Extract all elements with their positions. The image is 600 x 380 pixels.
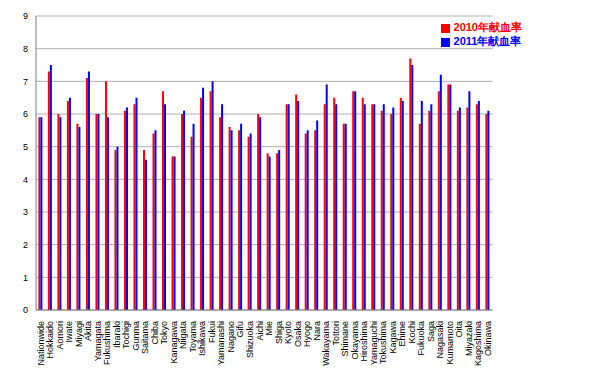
svg-text:4: 4 [23, 175, 28, 185]
svg-text:Toyama: Toyama [188, 321, 198, 353]
svg-text:Shiga: Shiga [274, 321, 284, 344]
svg-text:Osaka: Osaka [293, 321, 303, 347]
svg-text:Nagasaki: Nagasaki [435, 321, 445, 359]
svg-text:Kochi: Kochi [407, 321, 417, 344]
svg-text:1: 1 [23, 273, 28, 283]
svg-text:Fukushima: Fukushima [102, 321, 112, 365]
svg-text:Okinawa: Okinawa [483, 321, 493, 356]
svg-text:Ishikawa: Ishikawa [197, 321, 207, 356]
svg-text:Nagano: Nagano [226, 321, 236, 353]
svg-text:Tottori: Tottori [331, 321, 341, 346]
svg-text:Iwate: Iwate [64, 321, 74, 343]
svg-text:Shimane: Shimane [340, 321, 350, 357]
svg-text:Tochigi: Tochigi [121, 321, 131, 349]
svg-text:Tokyo: Tokyo [159, 321, 169, 345]
svg-text:Kumamoto: Kumamoto [445, 321, 455, 365]
svg-text:Kyoto: Kyoto [283, 321, 293, 344]
svg-text:0: 0 [23, 305, 28, 315]
svg-text:Chiba: Chiba [150, 321, 160, 345]
svg-text:8: 8 [23, 44, 28, 54]
svg-text:Saitama: Saitama [140, 321, 150, 354]
svg-text:Kagawa: Kagawa [388, 321, 398, 354]
svg-text:9: 9 [23, 11, 28, 21]
svg-text:Akita: Akita [83, 321, 93, 341]
svg-text:6: 6 [23, 109, 28, 119]
svg-text:Nationwide: Nationwide [36, 321, 46, 366]
svg-text:Aichi: Aichi [255, 321, 265, 341]
svg-text:Ibaraki: Ibaraki [112, 321, 122, 348]
svg-text:Hokkaido: Hokkaido [45, 321, 55, 359]
svg-text:Shizuoka: Shizuoka [245, 321, 255, 358]
svg-text:Fukui: Fukui [207, 321, 217, 343]
svg-text:Kagoshima: Kagoshima [473, 321, 483, 366]
svg-text:Hiroshima: Hiroshima [359, 321, 369, 362]
svg-text:Miyazaki: Miyazaki [464, 321, 474, 356]
svg-text:Fukuoka: Fukuoka [416, 321, 426, 356]
svg-text:Nara: Nara [312, 321, 322, 341]
svg-text:Okayama: Okayama [350, 321, 360, 360]
html-text:2010年献血率: 2010年献血率 [453, 21, 522, 33]
svg-text:Niigata: Niigata [178, 321, 188, 349]
svg-text:Yamanashi: Yamanashi [216, 321, 226, 365]
svg-text:Hyogo: Hyogo [302, 321, 312, 347]
svg-text:7: 7 [23, 77, 28, 87]
svg-text:2: 2 [23, 240, 28, 250]
svg-text:Tokushima: Tokushima [378, 321, 388, 364]
svg-text:Gifu: Gifu [235, 321, 245, 338]
svg-text:Yamaguchi: Yamaguchi [369, 321, 379, 365]
html-text:2011年献血率: 2011年献血率 [453, 35, 522, 47]
svg-text:Kanagawa: Kanagawa [169, 321, 179, 364]
svg-text:Yamagata: Yamagata [93, 321, 103, 361]
svg-text:Gunma: Gunma [131, 321, 141, 351]
svg-text:Ehime: Ehime [397, 321, 407, 347]
svg-text:Aomori: Aomori [55, 321, 65, 350]
svg-text:3: 3 [23, 207, 28, 217]
svg-text:5: 5 [23, 142, 28, 152]
svg-text:Saga: Saga [426, 321, 436, 342]
svg-text:Mie: Mie [264, 321, 274, 336]
svg-text:Miyagi: Miyagi [74, 321, 84, 347]
svg-text:Oita: Oita [454, 321, 464, 338]
svg-text:Wakayama: Wakayama [321, 321, 331, 366]
